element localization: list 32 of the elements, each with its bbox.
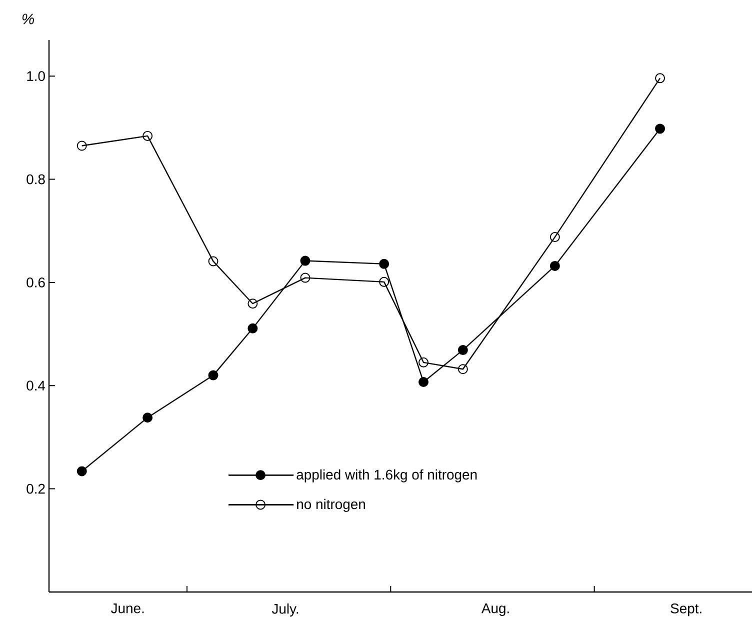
y-tick-label: 0.2 <box>26 484 45 494</box>
point <box>142 130 153 141</box>
point <box>458 345 468 356</box>
point <box>300 272 310 283</box>
point <box>418 377 429 388</box>
point <box>248 298 258 309</box>
point <box>76 466 87 476</box>
y-axis-title: % <box>22 14 34 24</box>
point <box>550 232 560 242</box>
legend-label: no nitrogen <box>297 498 366 512</box>
point <box>248 323 258 334</box>
x-tick-label: June. <box>111 604 144 614</box>
y-tick-label: 0.8 <box>26 174 45 184</box>
point <box>300 256 310 266</box>
point <box>550 260 560 271</box>
point <box>208 256 218 266</box>
point <box>76 140 87 151</box>
y-tick-label: 1.0 <box>27 71 45 82</box>
point <box>379 258 390 269</box>
x-tick-label: Sept. <box>670 603 702 616</box>
point <box>418 357 429 368</box>
point <box>655 124 666 134</box>
x-tick-label: July. <box>272 604 298 616</box>
y-tick-label: 0.6 <box>26 278 45 288</box>
point <box>379 276 390 287</box>
y-tick-label: 0.4 <box>26 380 46 391</box>
point <box>208 370 218 380</box>
x-tick-label: Aug. <box>481 604 509 616</box>
point <box>458 364 468 374</box>
point <box>655 73 666 84</box>
point <box>142 412 153 423</box>
legend-label: applied with 1.6kg of nitrogen <box>296 469 477 482</box>
